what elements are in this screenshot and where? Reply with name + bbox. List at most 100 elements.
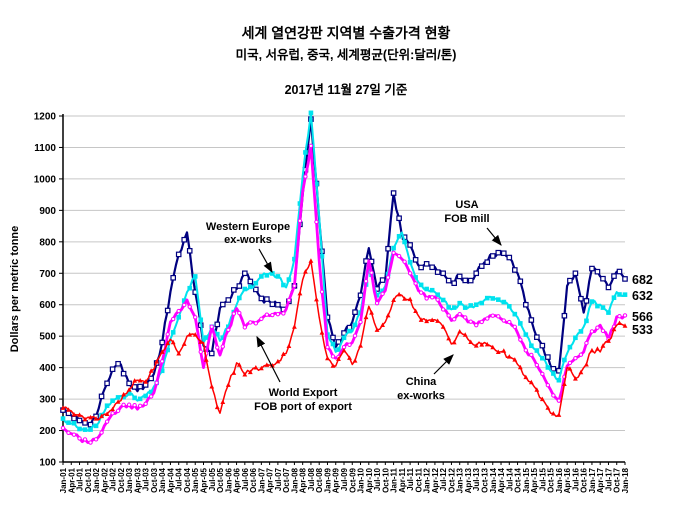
marker-open-square	[175, 251, 182, 258]
marker-filled-square	[341, 335, 347, 341]
marker-filled-square	[66, 420, 71, 425]
marker-filled-square	[264, 273, 270, 278]
marker-open-circle	[248, 320, 253, 325]
marker-filled-square	[468, 303, 474, 308]
annotation-label: FOB mill	[444, 213, 489, 225]
marker-open-square	[76, 417, 83, 424]
annotation-world-export: World Export FOB port of export	[254, 335, 352, 413]
marker-filled-triangle	[573, 376, 578, 381]
marker-filled-triangle	[534, 387, 540, 392]
end-label-usa: 682	[632, 273, 653, 287]
marker-filled-triangle	[187, 332, 193, 337]
marker-filled-triangle	[264, 362, 270, 367]
marker-open-circle	[115, 408, 121, 414]
marker-filled-square	[462, 305, 468, 310]
marker-open-circle	[264, 312, 270, 317]
marker-filled-triangle	[137, 377, 143, 383]
marker-filled-square	[617, 292, 622, 297]
x-tick-label: Apr-09	[332, 467, 341, 493]
marker-filled-triangle	[165, 340, 171, 346]
marker-filled-triangle	[236, 362, 242, 367]
marker-filled-triangle	[132, 378, 138, 383]
marker-open-circle	[330, 354, 336, 359]
marker-open-circle	[457, 311, 462, 317]
marker-open-square	[379, 277, 386, 283]
marker-filled-triangle	[325, 355, 330, 361]
marker-open-square	[622, 276, 628, 282]
marker-filled-triangle	[115, 399, 121, 404]
marker-open-square	[572, 270, 579, 277]
marker-open-square	[253, 286, 259, 293]
marker-open-circle	[429, 295, 435, 300]
marker-open-square	[528, 317, 535, 323]
marker-filled-square	[71, 420, 77, 426]
end-label-world-export: 566	[632, 310, 653, 324]
marker-open-circle	[584, 340, 589, 346]
annotation-label: China	[406, 376, 437, 388]
marker-filled-square	[606, 310, 611, 315]
marker-filled-square	[292, 256, 297, 262]
y-tick-label: 1100	[34, 143, 56, 154]
end-label-western-europe: 632	[632, 289, 653, 303]
marker-filled-triangle	[578, 369, 584, 375]
marker-filled-triangle	[451, 339, 457, 345]
x-tick-label: Jul-12	[439, 467, 448, 491]
marker-open-square	[214, 321, 221, 328]
x-tick-label: Apr-10	[365, 467, 374, 493]
marker-filled-square	[275, 274, 281, 279]
x-tick-label: Jul-02	[109, 467, 118, 491]
marker-open-square	[495, 249, 502, 256]
marker-open-circle	[60, 425, 66, 431]
marker-filled-square	[540, 355, 545, 361]
marker-filled-square	[82, 427, 88, 432]
marker-filled-square	[589, 299, 595, 304]
marker-filled-square	[225, 324, 231, 330]
x-tick-label: Jul-13	[472, 467, 481, 491]
marker-open-square	[567, 277, 573, 284]
marker-filled-square	[622, 292, 628, 297]
marker-open-square	[242, 270, 248, 277]
marker-filled-triangle	[203, 357, 209, 362]
marker-open-square	[120, 370, 127, 377]
marker-open-circle	[259, 316, 264, 322]
marker-open-square	[115, 360, 121, 367]
marker-open-circle	[474, 322, 479, 328]
marker-open-square	[434, 269, 441, 275]
marker-open-circle	[418, 290, 424, 295]
x-tick-label: Apr-16	[563, 467, 572, 493]
marker-filled-triangle	[341, 347, 347, 353]
marker-open-square	[412, 257, 419, 263]
marker-filled-square	[242, 286, 248, 292]
marker-open-circle	[275, 311, 281, 317]
marker-filled-square	[501, 299, 507, 305]
x-tick-label: Jan-14	[489, 467, 498, 493]
marker-filled-triangle	[314, 296, 319, 302]
marker-filled-triangle	[286, 343, 292, 349]
marker-open-circle	[446, 313, 451, 318]
marker-filled-square	[176, 315, 182, 320]
series-china-ex-works	[60, 258, 628, 422]
marker-filled-triangle	[242, 372, 248, 377]
marker-filled-triangle	[506, 354, 512, 359]
marker-filled-square	[88, 427, 93, 432]
plot-area: 100 200 300 400 500 600 700 800 900 1000 1100 1200 J…	[34, 110, 630, 493]
marker-filled-square	[60, 416, 66, 421]
marker-filled-square	[490, 296, 496, 301]
marker-open-circle	[270, 312, 275, 318]
marker-filled-triangle	[77, 412, 82, 417]
marker-filled-triangle	[446, 335, 452, 341]
marker-open-circle	[512, 324, 518, 330]
annotation-arrow-icon	[433, 354, 454, 375]
marker-filled-square	[551, 371, 556, 376]
x-tick-label: Jan-02	[92, 467, 101, 493]
marker-filled-square	[484, 295, 490, 301]
marker-open-circle	[319, 289, 325, 294]
chart-date-label: 2017년 11월 27일 기준	[285, 82, 408, 97]
marker-open-circle	[325, 344, 330, 350]
marker-filled-triangle	[611, 326, 617, 332]
marker-filled-triangle	[275, 358, 281, 364]
marker-open-circle	[600, 328, 606, 334]
marker-open-square	[423, 261, 430, 267]
marker-open-square	[396, 215, 402, 222]
marker-open-circle	[165, 332, 170, 337]
